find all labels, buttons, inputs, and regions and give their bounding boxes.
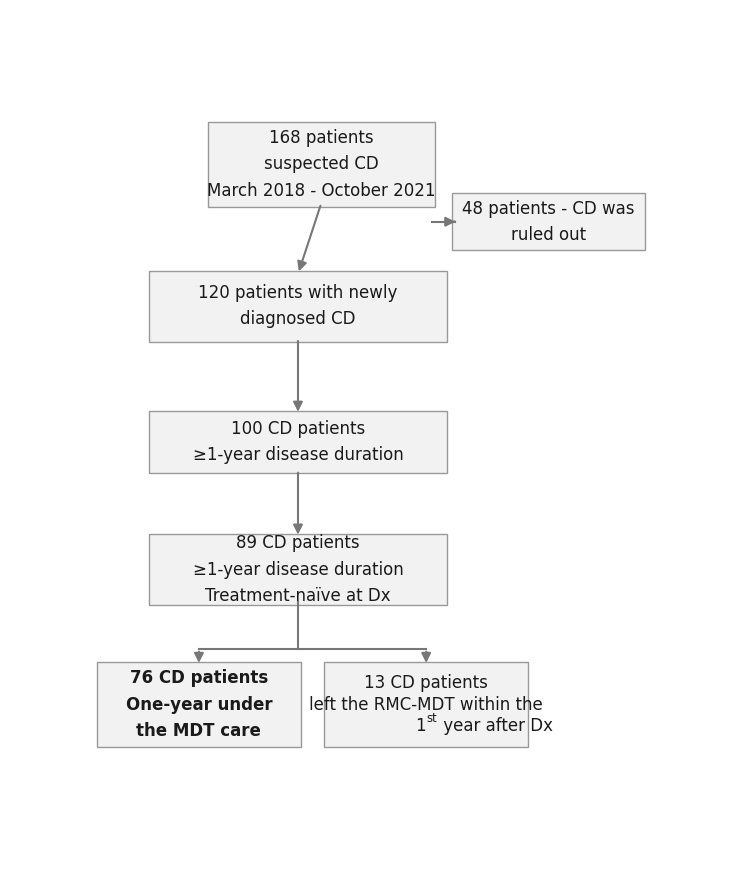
FancyBboxPatch shape <box>150 411 447 474</box>
Text: 120 patients with newly
diagnosed CD: 120 patients with newly diagnosed CD <box>199 284 398 328</box>
FancyBboxPatch shape <box>324 662 528 747</box>
Text: st: st <box>426 711 437 724</box>
FancyBboxPatch shape <box>97 662 301 747</box>
Text: 89 CD patients
≥1-year disease duration
Treatment-naïve at Dx: 89 CD patients ≥1-year disease duration … <box>193 534 403 605</box>
Text: year after Dx: year after Dx <box>438 717 553 735</box>
FancyBboxPatch shape <box>208 122 435 206</box>
Text: 1: 1 <box>416 717 426 735</box>
Text: 168 patients
suspected CD
March 2018 - October 2021: 168 patients suspected CD March 2018 - O… <box>207 129 435 200</box>
Text: 76 CD patients
One-year under
the MDT care: 76 CD patients One-year under the MDT ca… <box>126 669 272 740</box>
FancyBboxPatch shape <box>150 534 447 605</box>
FancyBboxPatch shape <box>150 271 447 341</box>
Text: 13 CD patients: 13 CD patients <box>364 674 488 692</box>
Text: 100 CD patients
≥1-year disease duration: 100 CD patients ≥1-year disease duration <box>193 420 403 465</box>
Text: left the RMC-MDT within the: left the RMC-MDT within the <box>309 695 543 714</box>
FancyBboxPatch shape <box>453 193 644 251</box>
Text: 48 patients - CD was
ruled out: 48 patients - CD was ruled out <box>462 200 635 244</box>
